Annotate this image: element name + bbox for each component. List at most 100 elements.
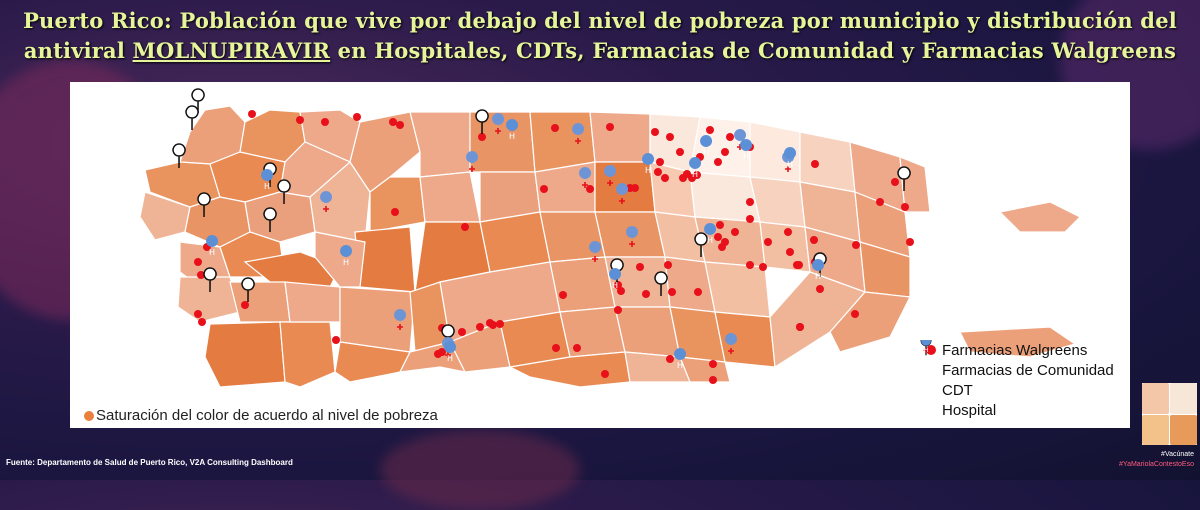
walgreens-marker (559, 291, 567, 299)
municipio (204, 321, 286, 388)
municipio (679, 356, 731, 383)
hospital-marker: H (674, 348, 687, 372)
walgreens-marker (714, 233, 722, 241)
svg-text:H: H (743, 152, 749, 161)
svg-text:H: H (645, 166, 651, 175)
comunidad-marker (241, 277, 255, 303)
walgreens-marker (496, 320, 504, 328)
cdt-marker (466, 151, 479, 175)
walgreens-marker (668, 288, 676, 296)
svg-text:H: H (815, 272, 821, 281)
cdt-marker (579, 167, 592, 191)
walgreens-marker (716, 221, 724, 229)
legend-item-cdt: CDT (920, 340, 1114, 400)
walgreens-marker (353, 113, 361, 121)
walgreens-marker (810, 236, 818, 244)
walgreens-marker (461, 223, 469, 231)
cdt-marker (604, 165, 617, 189)
cdt-marker (394, 309, 407, 333)
svg-text:H: H (787, 160, 793, 169)
comunidad-marker (197, 192, 211, 218)
hospital-marker: H (689, 157, 702, 181)
legend-item-comunidad: Farmacias de Comunidad (920, 340, 1114, 380)
walgreens-marker (194, 258, 202, 266)
walgreens-marker (721, 148, 729, 156)
comunidad-marker (694, 232, 708, 258)
walgreens-marker (631, 184, 639, 192)
walgreens-marker (746, 198, 754, 206)
comunidad-marker (263, 207, 277, 233)
municipio (529, 111, 596, 173)
walgreens-marker (438, 348, 446, 356)
svg-text:H: H (447, 354, 453, 363)
walgreens-marker (389, 118, 397, 126)
cdt-marker (725, 333, 738, 357)
municipio (704, 261, 771, 318)
walgreens-marker (731, 228, 739, 236)
vacunate-tag: #Vacúnate (1161, 451, 1194, 458)
legend-item-walgreens: Farmacias Walgreens (920, 340, 1114, 360)
walgreens-marker (796, 323, 804, 331)
walgreens-marker (651, 128, 659, 136)
campaign-logo (1142, 383, 1197, 445)
hospital-marker: H (704, 223, 717, 247)
cdt-marker (492, 113, 505, 137)
walgreens-marker (636, 263, 644, 271)
walgreens-marker (321, 118, 329, 126)
hospital-marker: H (642, 153, 655, 177)
walgreens-marker (601, 370, 609, 378)
walgreens-marker (795, 261, 803, 269)
hospital-markers: H H H H H H H H H H H H H H (206, 119, 825, 372)
source-note: Fuente: Departamento de Salud de Puerto … (6, 458, 293, 467)
svg-text:H: H (703, 148, 709, 157)
comunidad-marker (475, 109, 489, 135)
walgreens-marker (706, 126, 714, 134)
municipio (714, 311, 776, 368)
walgreens-marker (746, 261, 754, 269)
walgreens-marker (891, 178, 899, 186)
hashtag: #YaMariolaContestoEso (1119, 461, 1194, 468)
svg-text:H: H (209, 248, 215, 257)
walgreens-marker (661, 174, 669, 182)
walgreens-marker (642, 290, 650, 298)
walgreens-marker (852, 241, 860, 249)
cdt-marker (589, 241, 602, 265)
walgreens-marker (726, 133, 734, 141)
walgreens-marker (540, 185, 548, 193)
svg-text:H: H (509, 132, 515, 141)
comunidad-marker (277, 179, 291, 205)
logo-tile (1142, 383, 1169, 414)
walgreens-marker (786, 248, 794, 256)
walgreens-marker (391, 208, 399, 216)
walgreens-marker (906, 238, 914, 246)
legend-item-hospital: H Hospital (920, 340, 1114, 420)
map-panel: H H H H H H H H H H H H H H Saturación d… (70, 82, 1130, 428)
hospital-marker: H (206, 235, 219, 259)
municipio (589, 111, 651, 163)
walgreens-marker (709, 376, 717, 384)
title-highlight: MOLNUPIRAVIR (132, 38, 331, 63)
legend-label: Farmacias de Comunidad (942, 361, 1114, 379)
walgreens-marker (901, 203, 909, 211)
municipio (369, 176, 426, 233)
walgreens-marker (683, 170, 691, 178)
walgreens-marker (764, 238, 772, 246)
walgreens-marker (664, 261, 672, 269)
walgreens-marker (573, 344, 581, 352)
comunidad-marker (172, 143, 186, 169)
cdt-marker (626, 226, 639, 250)
title-line-2-prefix: antiviral (23, 38, 133, 63)
walgreens-marker (552, 344, 560, 352)
walgreens-marker (666, 355, 674, 363)
walgreens-marker (746, 215, 754, 223)
walgreens-marker (396, 121, 404, 129)
walgreens-marker (241, 301, 249, 309)
walgreens-marker (851, 310, 859, 318)
walgreens-marker (784, 228, 792, 236)
poverty-scale-note: Saturación del color de acuerdo al nivel… (84, 407, 438, 424)
municipio (279, 321, 336, 388)
hospital-marker: H (444, 341, 457, 365)
walgreens-marker (709, 360, 717, 368)
walgreens-marker (759, 263, 767, 271)
municipio (229, 281, 291, 323)
